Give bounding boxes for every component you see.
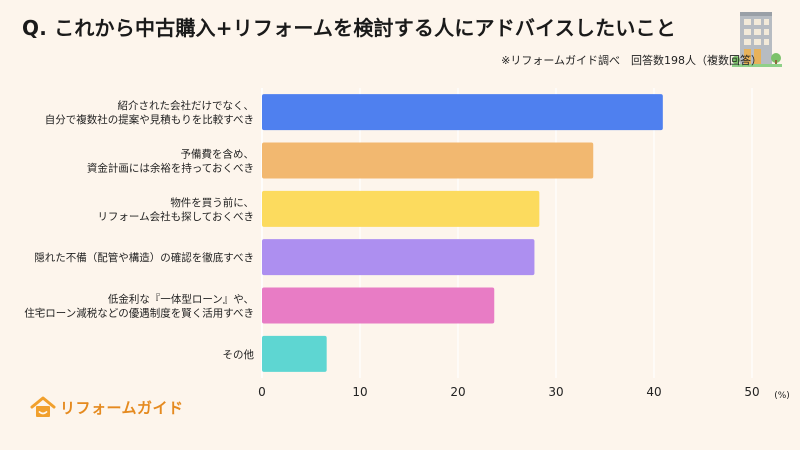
bar (262, 94, 663, 131)
logo-text: リフォームガイド (60, 398, 184, 417)
category-label-line: 物件を買う前に、 (170, 196, 254, 209)
bar (262, 239, 535, 276)
category-label: その他 (223, 348, 255, 361)
x-unit-label: (%) (774, 391, 790, 401)
category-label: 紹介された会社だけでなく、自分で複数社の提案や見積もりを比較すべき (45, 99, 254, 126)
x-tick-label: 40 (646, 385, 661, 399)
chart-subtitle: ※リフォームガイド調べ 回答数198人（複数回答） (501, 54, 762, 67)
bar (262, 335, 327, 372)
x-tick-label: 30 (548, 385, 563, 399)
bar (262, 287, 495, 324)
category-label-line: 低金利な『一体型ローン』や、 (108, 293, 254, 306)
x-tick-label: 50 (744, 385, 759, 399)
category-label-line: 予備費を含め、 (181, 148, 255, 161)
bar (262, 190, 540, 227)
house-logo-icon (30, 396, 56, 417)
x-tick-label: 20 (450, 385, 465, 399)
category-label-line: その他 (223, 348, 255, 361)
category-label-line: 自分で複数社の提案や見積もりを比較すべき (45, 113, 254, 126)
category-label-line: 住宅ローン減税などの優遇制度を賢く活用すべき (24, 307, 254, 320)
category-label: 予備費を含め、資金計画には余裕を持っておくべき (87, 148, 254, 175)
bar (262, 142, 594, 179)
x-tick-label: 10 (352, 385, 367, 399)
apartment-building-icon (732, 12, 782, 67)
category-label: 隠れた不備（配管や構造）の確認を徹底すべき (34, 251, 254, 264)
logo: リフォームガイド (30, 396, 184, 418)
category-label: 物件を買う前に、リフォーム会社も探しておくべき (97, 196, 254, 223)
category-label: 低金利な『一体型ローン』や、住宅ローン減税などの優遇制度を賢く活用すべき (24, 293, 254, 320)
chart-title: Q. これから中古購入+リフォームを検討する人にアドバイスしたいこと (22, 16, 676, 40)
x-tick-label: 0 (258, 385, 266, 399)
category-label-line: リフォーム会社も探しておくべき (97, 210, 254, 223)
category-label-line: 資金計画には余裕を持っておくべき (87, 162, 254, 175)
category-label-line: 紹介された会社だけでなく、 (118, 99, 255, 112)
category-label-line: 隠れた不備（配管や構造）の確認を徹底すべき (34, 251, 254, 264)
